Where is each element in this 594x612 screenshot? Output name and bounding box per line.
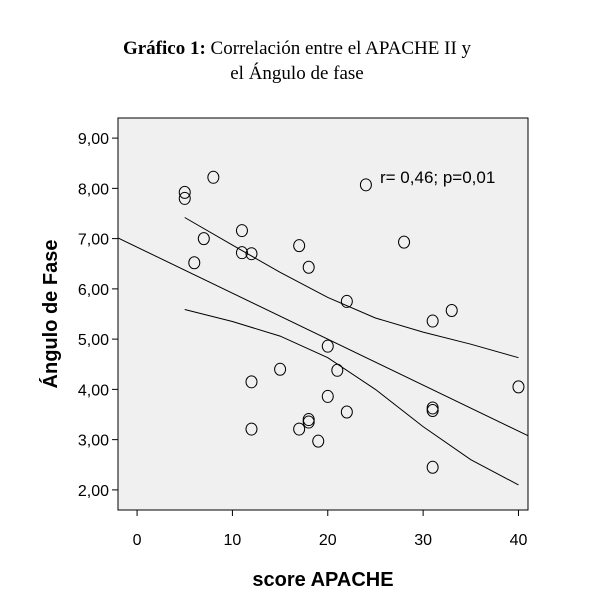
data-point: [321, 339, 334, 353]
x-tick-label: 30: [414, 532, 432, 549]
y-tick-label: 7,00: [78, 232, 109, 249]
data-point: [426, 314, 439, 328]
correlation-annotation: r= 0,46; p=0,01: [380, 168, 495, 187]
data-point: [207, 170, 220, 184]
data-point: [426, 403, 439, 417]
data-point: [178, 191, 191, 205]
data-point: [245, 375, 258, 389]
data-point: [340, 294, 353, 308]
chart-title-text1: Correlación entre el APACHE II y: [210, 38, 472, 59]
y-tick-label: 9,00: [78, 131, 109, 148]
data-point: [178, 185, 191, 199]
chart-title-line2: el Ángulo de fase: [230, 63, 364, 84]
fit-lines: [117, 217, 529, 486]
y-tick-label: 2,00: [78, 483, 109, 500]
y-tick-label: 5,00: [78, 332, 109, 349]
data-point: [321, 389, 334, 403]
chart-title: Gráfico 1: Correlación entre el APACHE I…: [0, 36, 594, 86]
data-point: [359, 178, 372, 192]
data-point: [235, 224, 248, 238]
y-tick-label: 8,00: [78, 181, 109, 198]
y-tick-label: 6,00: [78, 282, 109, 299]
data-point: [398, 235, 411, 249]
data-point: [302, 415, 315, 429]
data-point: [274, 362, 287, 376]
data-points: [178, 170, 525, 474]
x-tick-label: 40: [510, 532, 528, 549]
data-point: [188, 256, 201, 270]
x-tick-label: 10: [224, 532, 242, 549]
data-point: [245, 247, 258, 261]
data-point: [197, 232, 210, 246]
data-point: [331, 363, 344, 377]
data-point: [445, 303, 458, 317]
data-point: [293, 422, 306, 436]
y-axis-label: Ángulo de Fase: [39, 240, 62, 389]
data-point: [312, 434, 325, 448]
data-point: [512, 380, 525, 394]
data-point: [245, 422, 258, 436]
chart-title-prefix: Gráfico 1:: [122, 38, 206, 59]
x-axis-label: score APACHE: [252, 569, 393, 591]
y-tick-label: 3,00: [78, 433, 109, 450]
data-point: [340, 405, 353, 419]
y-tick-label: 4,00: [78, 382, 109, 399]
x-tick-label: 0: [133, 532, 142, 549]
chart-title-line1: Gráfico 1: Correlación entre el APACHE I…: [0, 36, 594, 61]
confidence-band-upper: [184, 217, 519, 359]
axis-ticks: 2,00 3,00 4,00 5,00 6,00 7,00 8,00 9,00 0 10 20 30 4…: [78, 131, 528, 549]
x-tick-label: 20: [319, 532, 337, 549]
regression-line: [117, 237, 529, 437]
data-point: [293, 239, 306, 253]
data-point: [302, 260, 315, 274]
data-point: [235, 246, 248, 260]
data-point: [426, 460, 439, 474]
confidence-band-lower: [184, 309, 519, 486]
